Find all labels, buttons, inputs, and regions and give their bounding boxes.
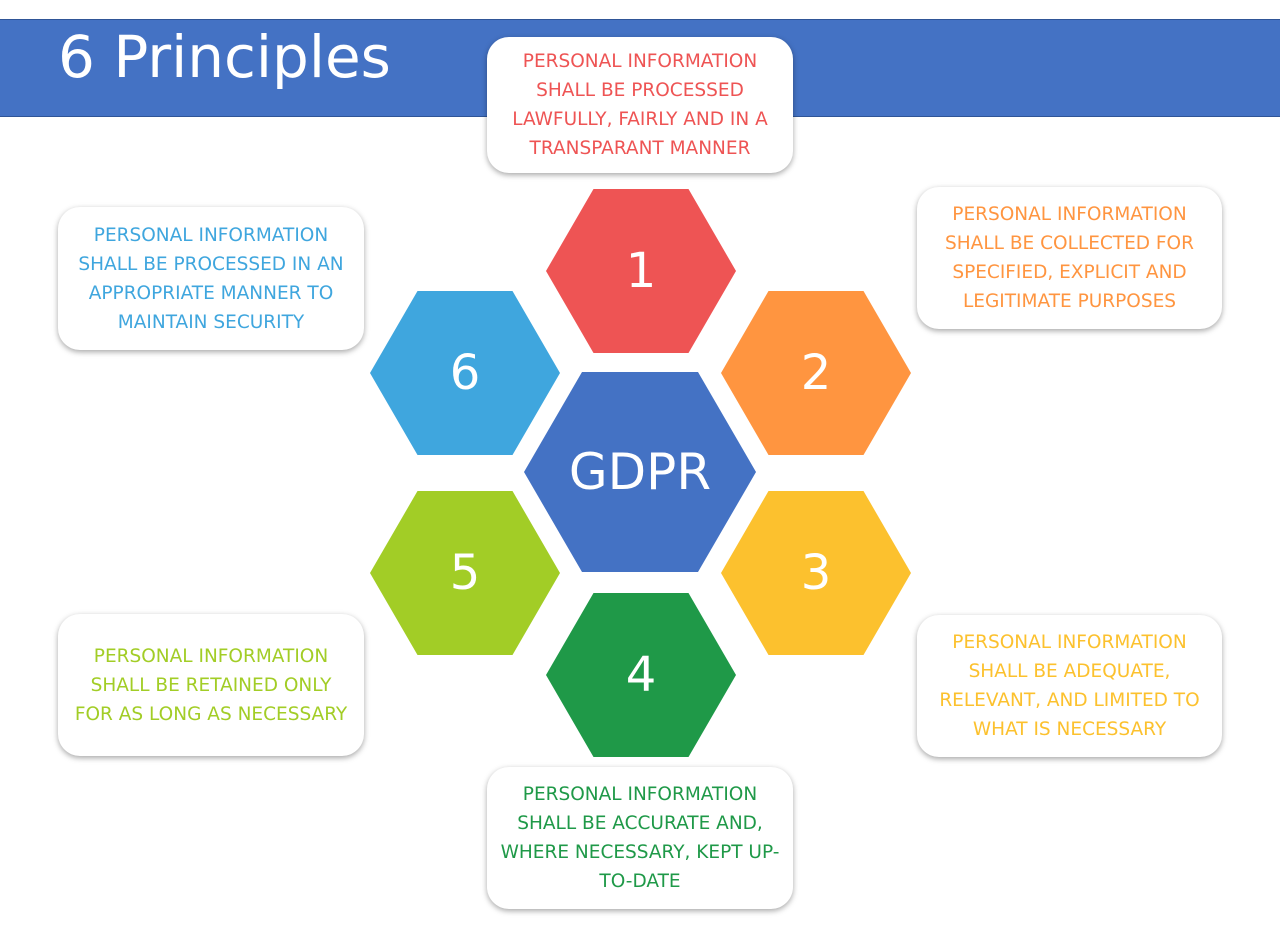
hex-principle-5: 5 xyxy=(370,491,560,655)
hex-number-5: 5 xyxy=(449,545,481,601)
card-principle-2: PERSONAL INFORMATION SHALL BE COLLECTED … xyxy=(917,187,1222,329)
card-text-5: PERSONAL INFORMATION SHALL BE RETAINED O… xyxy=(74,645,348,725)
hex-principle-2: 2 xyxy=(721,291,911,455)
hex-principle-4: 4 xyxy=(546,593,736,757)
hex-center-gdpr: GDPR xyxy=(524,372,756,572)
card-principle-6: PERSONAL INFORMATION SHALL BE PROCESSED … xyxy=(58,207,364,350)
hex-principle-6: 6 xyxy=(370,291,560,455)
card-text-4: PERSONAL INFORMATION SHALL BE ACCURATE A… xyxy=(500,784,780,892)
hex-number-4: 4 xyxy=(625,647,657,703)
card-principle-1: PERSONAL INFORMATION SHALL BE PROCESSED … xyxy=(487,37,793,173)
card-text-2: PERSONAL INFORMATION SHALL BE COLLECTED … xyxy=(945,204,1194,312)
hex-number-6: 6 xyxy=(449,345,481,401)
card-principle-3: PERSONAL INFORMATION SHALL BE ADEQUATE, … xyxy=(917,615,1222,757)
hex-number-2: 2 xyxy=(800,345,832,401)
card-text-6: PERSONAL INFORMATION SHALL BE PROCESSED … xyxy=(78,224,344,333)
hex-center-label: GDPR xyxy=(568,443,712,501)
card-text-1: PERSONAL INFORMATION SHALL BE PROCESSED … xyxy=(512,51,768,159)
card-text-3: PERSONAL INFORMATION SHALL BE ADEQUATE, … xyxy=(939,632,1200,740)
card-principle-4: PERSONAL INFORMATION SHALL BE ACCURATE A… xyxy=(487,767,793,909)
hex-number-3: 3 xyxy=(800,545,832,601)
page-title: 6 Principles xyxy=(58,23,391,91)
card-principle-5: PERSONAL INFORMATION SHALL BE RETAINED O… xyxy=(58,614,364,756)
hex-number-1: 1 xyxy=(625,243,657,299)
hex-principle-1: 1 xyxy=(546,189,736,353)
hex-principle-3: 3 xyxy=(721,491,911,655)
